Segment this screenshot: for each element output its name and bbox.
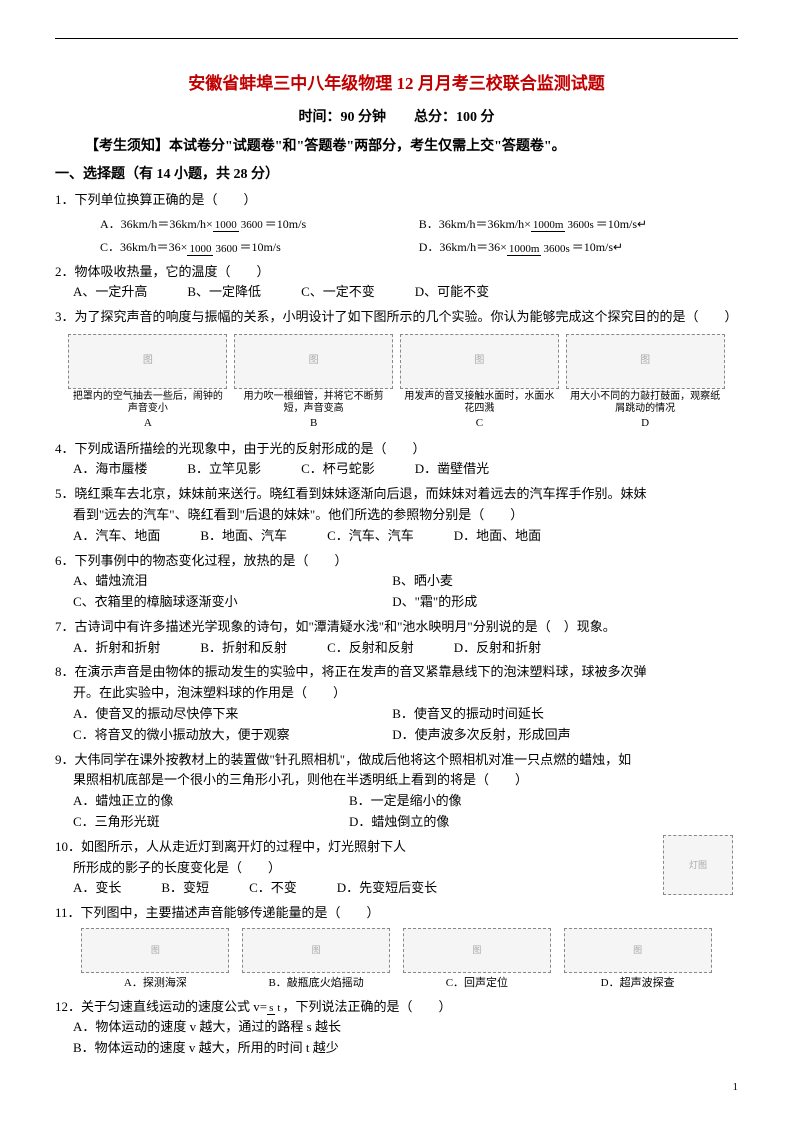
q10-stem2: 所形成的影子的长度变化是（ ） (73, 858, 738, 879)
q3-imgB: 图 (234, 334, 393, 389)
q8-A: A．使音叉的振动尽快停下来 (73, 704, 392, 725)
q3-figC: 图 用发声的音叉接触水面时，水面水花四溅 C (400, 334, 559, 433)
q8-B: B．使音叉的振动时间延长 (392, 704, 711, 725)
q4-stem: 4．下列成语所描绘的光现象中，由于光的反射形成的是（ ） (55, 439, 738, 460)
q6-stem: 6．下列事例中的物态变化过程，放热的是（ ） (55, 551, 738, 572)
question-1: 1．下列单位换算正确的是（ ） A．36km/h＝36km/h×10003600… (55, 190, 738, 257)
question-7: 7．古诗词中有许多描述光学现象的诗句，如"潭清疑水浅"和"池水映明月"分别说的是… (55, 617, 738, 659)
q8-D: D．使声波多次反射，形成回声 (392, 725, 711, 746)
q1-optA: A．36km/h＝36km/h×10003600＝10m/s (100, 215, 394, 234)
q3-figA: 图 把罩内的空气抽去一些后，闹钟的声音变小 A (68, 334, 227, 433)
q10-D: D．先变短后变长 (337, 878, 437, 899)
question-11: 11．下列图中，主要描述声音能够传递能量的是（ ） 图 A．探测海深 图 B．敲… (55, 903, 738, 992)
question-6: 6．下列事例中的物态变化过程，放热的是（ ） A、蜡烛流泪 B、晒小麦 C、衣箱… (55, 551, 738, 613)
q5-D: D．地面、地面 (454, 526, 541, 547)
q4-D: D．凿壁借光 (415, 459, 489, 480)
question-9: 9．大伟同学在课外按教材上的装置做"针孔照相机"，做成后他将这个照相机对准一只点… (55, 750, 738, 833)
page-number: 1 (733, 1079, 739, 1097)
q6-D: D、"霜"的形成 (392, 592, 711, 613)
q10-figure: 灯图 (663, 835, 733, 895)
top-rule (55, 38, 738, 39)
q4-A: A．海市蜃楼 (73, 459, 147, 480)
q2-B: B、一定降低 (187, 282, 261, 303)
q3-imgA: 图 (68, 334, 227, 389)
exam-notice: 【考生须知】本试卷分"试题卷"和"答题卷"两部分，考生仅需上交"答题卷"。 (85, 136, 738, 158)
q7-A: A．折射和折射 (73, 638, 160, 659)
q7-stem: 7．古诗词中有许多描述光学现象的诗句，如"潭清疑水浅"和"池水映明月"分别说的是… (55, 617, 738, 638)
q5-B: B．地面、汽车 (200, 526, 287, 547)
question-3: 3．为了探究声音的响度与振幅的关系，小明设计了如下图所示的几个实验。你认为能够完… (55, 307, 738, 432)
q9-stem2: 果照相机底部是一个很小的三角形小孔，则他在半透明纸上看到的将是（ ） (73, 770, 738, 791)
q9-D: D．蜡烛倒立的像 (349, 812, 625, 833)
q8-stem2: 开。在此实验中，泡沫塑料球的作用是（ ） (73, 683, 738, 704)
q3-figD: 图 用大小不同的力敲打鼓面，观察纸屑跳动的情况 D (566, 334, 725, 433)
question-8: 8．在演示声音是由物体的振动发生的实验中，将正在发声的音叉紧靠悬线下的泡沫塑料球… (55, 662, 738, 745)
q5-stem1: 5．晓红乘车去北京，妹妹前来送行。晓红看到妹妹逐渐向后退，而妹妹对着远去的汽车挥… (55, 484, 738, 505)
q2-D: D、可能不变 (415, 282, 489, 303)
q3-stem: 3．为了探究声音的响度与振幅的关系，小明设计了如下图所示的几个实验。你认为能够完… (55, 307, 738, 328)
q12-B: B．物体运动的速度 v 越大，所用的时间 t 越少 (73, 1038, 738, 1059)
q1-stem: 1．下列单位换算正确的是（ ） (55, 190, 738, 211)
q1-optD: D．36km/h＝36×1000m3600s＝10m/s↵ (419, 238, 713, 257)
q11-figD: 图 D．超声波探查 (564, 928, 712, 993)
q10-A: A．变长 (73, 878, 121, 899)
q2-A: A、一定升高 (73, 282, 147, 303)
q5-stem2: 看到"远去的汽车"、晓红看到"后退的妹妹"。他们所选的参照物分别是（ ） (73, 505, 738, 526)
q1-optC: C．36km/h＝36×10003600＝10m/s (100, 238, 394, 257)
q10-B: B．变短 (161, 878, 209, 899)
question-2: 2．物体吸收热量，它的温度（ ） A、一定升高 B、一定降低 C、一定不变 D、… (55, 262, 738, 304)
exam-title: 安徽省蚌埠三中八年级物理 12 月月考三校联合监测试题 (55, 70, 738, 97)
q5-A: A．汽车、地面 (73, 526, 160, 547)
q5-C: C．汽车、汽车 (327, 526, 414, 547)
q9-C: C．三角形光斑 (73, 812, 349, 833)
q3-figB: 图 用力吹一根细管，并将它不断剪短，声音变高 B (234, 334, 393, 433)
q4-B: B．立竿见影 (187, 459, 261, 480)
q7-C: C．反射和反射 (327, 638, 414, 659)
question-5: 5．晓红乘车去北京，妹妹前来送行。晓红看到妹妹逐渐向后退，而妹妹对着远去的汽车挥… (55, 484, 738, 546)
exam-subtitle: 时间：90 分钟 总分：100 分 (55, 107, 738, 129)
q6-B: B、晒小麦 (392, 571, 711, 592)
q7-B: B．折射和反射 (200, 638, 287, 659)
q6-C: C、衣箱里的樟脑球逐渐变小 (73, 592, 392, 613)
q11-figB: 图 B．敲瓶底火焰摇动 (242, 928, 390, 993)
q9-A: A．蜡烛正立的像 (73, 791, 349, 812)
q1-optB: B．36km/h＝36km/h×1000m3600s＝10m/s↵ (419, 215, 713, 234)
question-12: 12．关于匀速直线运动的速度公式 v=st，下列说法正确的是（ ） A．物体运动… (55, 997, 738, 1059)
q9-B: B．一定是缩小的像 (349, 791, 625, 812)
section-1-head: 一、选择题（有 14 小题，共 28 分） (55, 164, 738, 186)
q12-stem: 12．关于匀速直线运动的速度公式 v=st，下列说法正确的是（ ） (55, 997, 738, 1018)
q8-C: C．将音叉的微小振动放大，便于观察 (73, 725, 392, 746)
q4-C: C．杯弓蛇影 (301, 459, 375, 480)
q9-stem1: 9．大伟同学在课外按教材上的装置做"针孔照相机"，做成后他将这个照相机对准一只点… (55, 750, 738, 771)
q8-stem1: 8．在演示声音是由物体的振动发生的实验中，将正在发声的音叉紧靠悬线下的泡沫塑料球… (55, 662, 738, 683)
q2-stem: 2．物体吸收热量，它的温度（ ） (55, 262, 738, 283)
question-10: 10．如图所示，人从走近灯到离开灯的过程中，灯光照射下人 所形成的影子的长度变化… (55, 837, 738, 899)
q6-A: A、蜡烛流泪 (73, 571, 392, 592)
q12-A: A．物体运动的速度 v 越大，通过的路程 s 越长 (73, 1017, 738, 1038)
q11-stem: 11．下列图中，主要描述声音能够传递能量的是（ ） (55, 903, 738, 924)
q10-stem1: 10．如图所示，人从走近灯到离开灯的过程中，灯光照射下人 (55, 837, 738, 858)
q2-C: C、一定不变 (301, 282, 375, 303)
q11-figC: 图 C．回声定位 (403, 928, 551, 993)
q10-C: C．不变 (249, 878, 297, 899)
q7-D: D．反射和折射 (454, 638, 541, 659)
q3-imgC: 图 (400, 334, 559, 389)
q11-figA: 图 A．探测海深 (81, 928, 229, 993)
question-4: 4．下列成语所描绘的光现象中，由于光的反射形成的是（ ） A．海市蜃楼 B．立竿… (55, 439, 738, 481)
q3-imgD: 图 (566, 334, 725, 389)
